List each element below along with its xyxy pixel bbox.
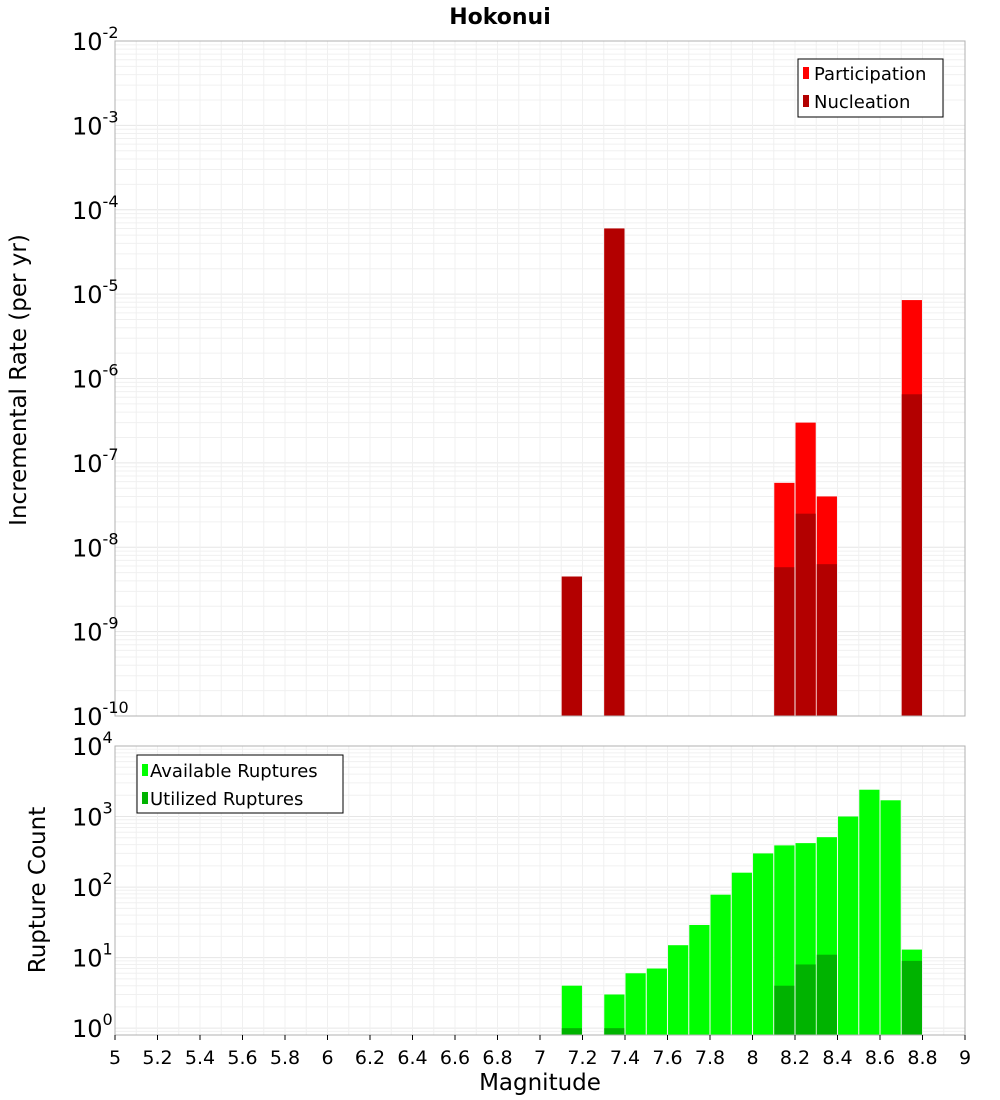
x-tick-label: 5 — [109, 1047, 121, 1069]
bar-available-ruptures — [838, 816, 859, 1035]
bar-utilized-ruptures — [604, 1028, 625, 1035]
bar-available-ruptures — [880, 800, 901, 1035]
y-tick-label: 10-3 — [72, 107, 119, 140]
x-tick-label: 6.4 — [397, 1047, 427, 1069]
bottom-bars — [561, 789, 922, 1035]
y-tick-label: 101 — [72, 940, 113, 973]
chart-title: Hokonui — [449, 5, 551, 30]
bar-available-ruptures — [668, 945, 689, 1035]
bar-available-ruptures — [646, 968, 667, 1035]
legend-label-nucleation: Nucleation — [814, 92, 910, 113]
legend-swatch-available — [142, 764, 148, 776]
y-tick-label: 104 — [72, 728, 113, 761]
x-ticks: 5 5.2 5.4 5.6 5.8 6 6.2 6.4 6.6 6.8 7 7.2 7.4 7.6 7.8 8… — [109, 1035, 971, 1069]
bottom-legend-box — [136, 754, 344, 814]
top-y-axis-label: Incremental Rate (per yr) — [6, 234, 32, 526]
top-legend: Participation Nucleation — [797, 58, 944, 118]
bar-utilized-ruptures — [561, 1028, 582, 1035]
legend-label-utilized: Utilized Ruptures — [150, 789, 303, 810]
bar-utilized-ruptures — [774, 985, 795, 1035]
legend-swatch-nucleation — [803, 95, 809, 107]
bar-available-ruptures — [859, 789, 880, 1035]
bar-available-ruptures — [753, 853, 774, 1035]
bar-nucleation — [774, 567, 795, 716]
bottom-legend: Available Ruptures Utilized Ruptures — [136, 754, 344, 814]
x-tick-label: 5.2 — [142, 1047, 172, 1069]
bar-utilized-ruptures — [795, 964, 816, 1035]
bar-available-ruptures — [710, 894, 731, 1035]
y-tick-label: 100 — [72, 1010, 113, 1043]
x-tick-label: 8.4 — [822, 1047, 852, 1069]
x-tick-label: 8 — [746, 1047, 758, 1069]
top-panel: 10-10 10-9 10-8 10-7 10-6 10-5 10-4 10-3 10-2 In… — [6, 23, 966, 731]
y-tick-label: 10-10 — [72, 698, 129, 731]
x-tick-label: 5.8 — [270, 1047, 300, 1069]
legend-label-participation: Participation — [814, 64, 926, 85]
x-tick-label: 8.6 — [865, 1047, 895, 1069]
x-tick-label: 5.6 — [227, 1047, 257, 1069]
x-tick-label: 6.8 — [482, 1047, 512, 1069]
top-bars — [561, 228, 922, 716]
y-tick-label: 102 — [72, 869, 113, 902]
x-tick-label: 6 — [321, 1047, 333, 1069]
y-tick-label: 10-9 — [72, 614, 119, 647]
x-axis-label: Magnitude — [479, 1070, 601, 1096]
bottom-y-ticks: 100 101 102 103 104 — [72, 728, 113, 1043]
top-y-ticks: 10-10 10-9 10-8 10-7 10-6 10-5 10-4 10-3 10-2 — [72, 23, 129, 731]
bar-utilized-ruptures — [816, 954, 837, 1035]
x-tick-label: 7.2 — [567, 1047, 597, 1069]
x-tick-label: 7.4 — [610, 1047, 640, 1069]
legend-swatch-utilized — [142, 792, 148, 804]
y-tick-label: 10-2 — [72, 23, 119, 56]
x-tick-label: 8.8 — [907, 1047, 937, 1069]
y-tick-label: 10-5 — [72, 276, 119, 309]
top-plot-frame — [114, 40, 966, 717]
x-tick-label: 7 — [534, 1047, 546, 1069]
bottom-panel: 100 101 102 103 104 5 5.2 5.4 5.6 5.8 6 6.2 6.4 6.6 6… — [25, 728, 971, 1096]
bar-available-ruptures — [731, 872, 752, 1035]
x-tick-label: 5.4 — [185, 1047, 215, 1069]
y-tick-label: 10-6 — [72, 361, 119, 394]
bar-nucleation — [795, 513, 816, 716]
top-legend-box — [797, 58, 944, 118]
bar-utilized-ruptures — [901, 960, 922, 1035]
x-tick-label: 7.8 — [695, 1047, 725, 1069]
x-tick-label: 6.2 — [355, 1047, 385, 1069]
bar-available-ruptures — [561, 985, 582, 1035]
x-tick-label: 8.2 — [780, 1047, 810, 1069]
y-tick-label: 10-8 — [72, 529, 119, 562]
legend-label-available: Available Ruptures — [150, 761, 318, 782]
top-grid — [114, 41, 966, 717]
bar-nucleation — [816, 564, 837, 716]
bar-nucleation — [604, 228, 625, 716]
y-tick-label: 10-4 — [72, 192, 119, 225]
bar-available-ruptures — [604, 994, 625, 1035]
bottom-y-axis-label: Rupture Count — [25, 807, 51, 973]
bar-nucleation — [901, 394, 922, 716]
bar-available-ruptures — [689, 925, 710, 1035]
y-tick-label: 103 — [72, 799, 113, 832]
bar-nucleation — [561, 576, 582, 716]
y-tick-label: 10-7 — [72, 445, 119, 478]
x-tick-label: 6.6 — [440, 1047, 470, 1069]
x-tick-label: 9 — [959, 1047, 971, 1069]
legend-swatch-participation — [803, 67, 809, 79]
bar-available-ruptures — [625, 973, 646, 1035]
x-tick-label: 7.6 — [652, 1047, 682, 1069]
